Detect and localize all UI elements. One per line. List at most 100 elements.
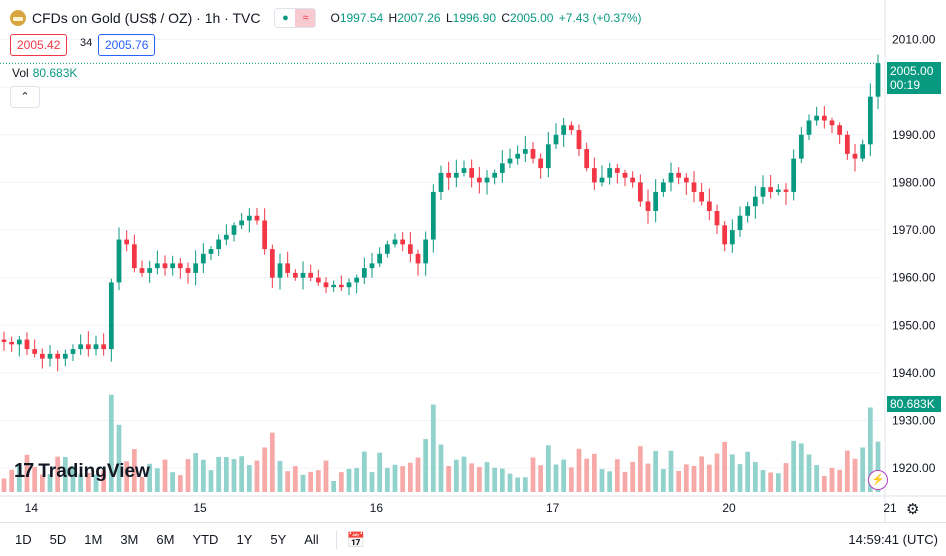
candle (392, 239, 398, 245)
volume-bar (200, 459, 206, 492)
candle (622, 172, 628, 178)
chart-area[interactable]: 1920.00 1930.00 1940.00 1950.00 1960.00 1970.… (0, 0, 946, 522)
candle (1, 339, 7, 342)
candle (875, 63, 881, 97)
volume-bar (32, 467, 38, 492)
timeframe-1d[interactable]: 1D (15, 532, 32, 547)
timeframe-5d[interactable]: 5D (49, 532, 67, 547)
bottom-toolbar: 1D 5D 1M 3M 6M YTD 1Y 5Y All 📅 14:59:41 (UTC) (0, 522, 946, 556)
candle (499, 163, 505, 173)
volume-bar (285, 471, 291, 492)
volume-bar (706, 464, 712, 492)
symbol-title[interactable]: CFDs on Gold (US$ / OZ) · 1h · TVC (32, 10, 261, 26)
candle (783, 189, 789, 192)
volume-bar (407, 462, 413, 492)
timeframe-all[interactable]: All (304, 532, 319, 547)
clock[interactable]: 14:59:41 (UTC) (848, 532, 938, 547)
candle (315, 277, 321, 283)
close-label: C (501, 11, 511, 25)
buy-price-button[interactable]: 2005.76 (98, 34, 156, 56)
volume-bar (591, 453, 597, 492)
candle (39, 353, 45, 359)
ohlc-values: O1997.54 H2007.26 L1996.90 C2005.00 +7.4… (330, 11, 643, 25)
volume-bar (185, 459, 191, 492)
volume-bar (745, 451, 751, 492)
candle (177, 263, 183, 269)
volume-bar (415, 457, 421, 492)
timeframe-ytd[interactable]: YTD (192, 532, 219, 547)
volume-bar (576, 448, 582, 492)
candle (484, 177, 490, 183)
candle (193, 263, 199, 273)
candle (798, 134, 804, 159)
tradingview-logo[interactable]: 17 TradingView (14, 460, 150, 483)
lightning-icon[interactable]: ⚡ (868, 470, 888, 490)
volume-bar (867, 407, 873, 492)
volume-bar (814, 465, 820, 492)
volume-bar (821, 475, 827, 492)
volume-bar (400, 466, 406, 492)
candle (683, 177, 689, 183)
high-label: H (388, 11, 398, 25)
volume-bar (193, 453, 199, 492)
timeframe-6m[interactable]: 6M (156, 532, 175, 547)
candle (507, 158, 513, 164)
volume-bar (315, 470, 321, 492)
wave-icon: ≈ (295, 9, 316, 27)
timeframe-1m[interactable]: 1M (84, 532, 103, 547)
volume-bar (837, 469, 843, 492)
collapse-legend-button[interactable]: ⌃ (10, 86, 40, 108)
volume-bar (308, 471, 314, 492)
gold-symbol-icon (10, 10, 26, 26)
volume-bar (108, 394, 114, 492)
candle (147, 268, 153, 273)
candle (423, 239, 429, 264)
timeframe-1y[interactable]: 1Y (236, 532, 253, 547)
candle (691, 182, 697, 192)
candle (384, 244, 390, 254)
volume-bar (783, 463, 789, 492)
candle (469, 168, 475, 178)
timeframe-5y[interactable]: 5Y (270, 532, 287, 547)
candle (837, 125, 843, 135)
volume-bar (47, 474, 53, 492)
candle (400, 239, 406, 245)
candle (614, 168, 620, 173)
candle (47, 353, 53, 359)
volume-bar (461, 456, 467, 492)
sell-price-button[interactable]: 2005.42 (10, 34, 68, 56)
volume-bar (829, 467, 835, 492)
candle (331, 284, 337, 288)
candle (262, 220, 268, 250)
volume-bar (607, 471, 613, 492)
volume-bar (1, 478, 7, 492)
candle (446, 172, 452, 178)
candle (32, 349, 38, 354)
volume-bar (147, 463, 153, 492)
close-value: 2005.00 (510, 11, 554, 25)
low-label: L (445, 11, 453, 25)
candle (515, 153, 521, 159)
candle (599, 177, 605, 183)
volume-bar (55, 456, 61, 492)
market-open-dot-icon: ● (282, 12, 289, 24)
gear-icon[interactable]: ⚙ (906, 501, 920, 518)
volume-bar (637, 446, 643, 492)
candle (438, 172, 444, 192)
volume-bar (361, 451, 367, 492)
candle (814, 115, 820, 121)
volume-bar (775, 473, 781, 492)
price-tick-label: 1940.00 (892, 366, 936, 380)
candle (522, 149, 528, 154)
timeframe-3m[interactable]: 3M (120, 532, 139, 547)
candle (223, 234, 229, 240)
indicator-pill[interactable]: ● ≈ (274, 8, 317, 28)
volume-bar (492, 467, 498, 492)
volume-bar (660, 469, 666, 492)
volume-bar (93, 474, 99, 492)
candle (553, 134, 559, 145)
volume-bar (354, 468, 360, 492)
candle (706, 201, 712, 211)
calendar-range-icon[interactable]: 📅 (346, 531, 366, 549)
candle (200, 253, 206, 264)
